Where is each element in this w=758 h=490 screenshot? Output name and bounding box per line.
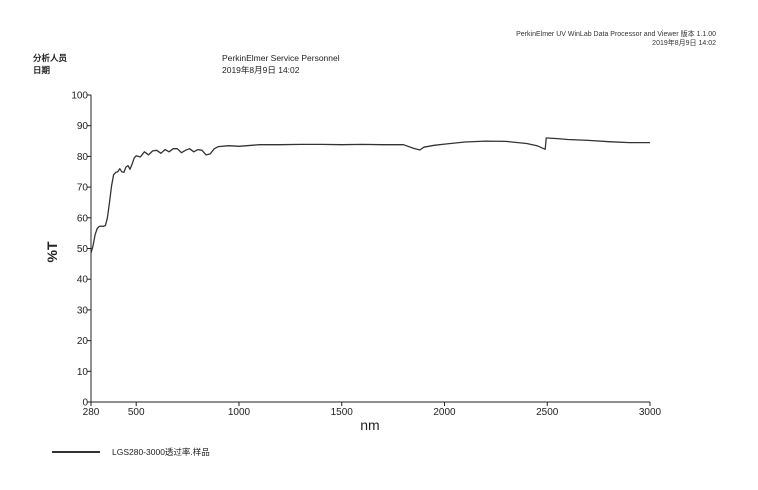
chart-ticks: 0 10 20 30 40 50 60 70 80 90 100 280 500 1000 1500 2000… xyxy=(71,91,661,419)
y-tick-label: 10 xyxy=(77,367,89,378)
y-axis-label: %T xyxy=(44,241,60,262)
y-tick-label: 30 xyxy=(77,305,89,316)
analyst-value: PerkinElmer Service Personnel xyxy=(222,53,340,63)
x-tick-label: 3000 xyxy=(639,407,662,418)
y-tick-label: 40 xyxy=(77,275,89,286)
legend-label: LGS280-3000透过率.样品 xyxy=(112,447,210,457)
y-tick-label: 70 xyxy=(77,183,89,194)
y-tick-label: 0 xyxy=(82,398,88,409)
report-timestamp: 2019年8月9日 14:02 xyxy=(652,40,716,47)
analyst-label: 分析人员 xyxy=(33,53,68,63)
x-tick-label: 2000 xyxy=(433,407,456,418)
x-tick-label: 1000 xyxy=(228,407,251,418)
date-value: 2019年8月9日 14:02 xyxy=(222,65,300,75)
transmittance-series-line xyxy=(90,137,650,254)
date-label: 日期 xyxy=(33,65,51,75)
software-version: PerkinElmer UV WinLab Data Processor and… xyxy=(516,31,716,38)
y-tick-label: 90 xyxy=(77,121,89,132)
meta-labels: 分析人员 日期 xyxy=(33,52,67,76)
x-tick-label: 280 xyxy=(83,407,100,418)
x-tick-label: 1500 xyxy=(331,407,354,418)
chart-axes xyxy=(90,95,650,403)
meta-values: PerkinElmer Service Personnel 2019年8月9日 … xyxy=(222,52,340,76)
y-tick-label: 50 xyxy=(77,244,89,255)
report-header: PerkinElmer UV WinLab Data Processor and… xyxy=(516,30,716,48)
x-tick-label: 500 xyxy=(128,407,145,418)
chart-legend: LGS280-3000透过率.样品 xyxy=(52,445,210,459)
y-tick-label: 80 xyxy=(77,152,89,163)
y-tick-label: 60 xyxy=(77,213,89,224)
x-axis-label: nm xyxy=(360,417,379,433)
chart-series xyxy=(90,137,650,254)
y-tick-label: 100 xyxy=(71,91,88,102)
legend-swatch xyxy=(52,451,100,453)
x-tick-label: 2500 xyxy=(536,407,559,418)
y-tick-label: 20 xyxy=(77,336,89,347)
